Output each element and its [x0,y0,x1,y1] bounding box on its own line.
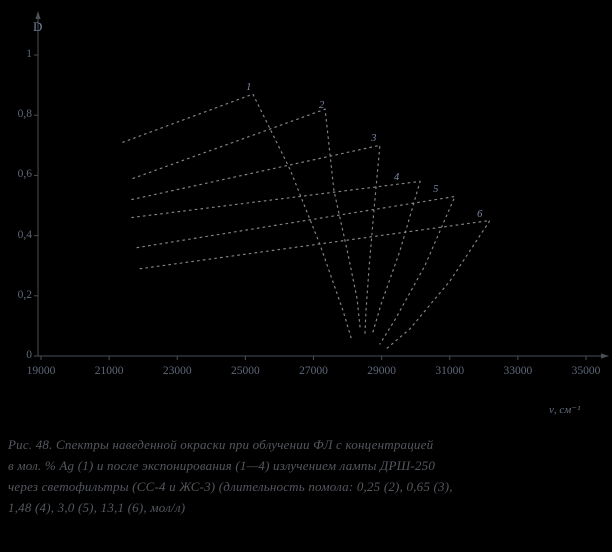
caption-line-2: в мол. % Ag (1) и после экспонирования (… [8,458,436,473]
curve-label-6: 6 [477,208,483,220]
y-tick-label: 0,6 [17,168,32,181]
curve-4 [131,180,421,336]
y-axis-arrow [35,11,41,19]
y-tick-label: 0 [26,349,32,361]
curve-label-4: 4 [393,172,400,184]
curve-label-3: 3 [371,133,377,145]
y-axis-title: D [33,19,43,34]
curve-label-1: 1 [246,82,252,94]
x-tick-label: 19000 [26,365,56,377]
caption-line-4: 1,48 (4), 3,0 (5), 13,1 (6), мол/л) [8,500,186,515]
curve-1 [122,93,353,342]
y-tick-label: 0,2 [17,288,32,301]
x-tick-label: 23000 [162,365,192,377]
x-tick-label: 31000 [435,365,465,377]
x-tick-label: 29000 [367,365,396,377]
x-tick-label: 35000 [571,365,601,377]
y-tick-label: 1 [26,48,32,60]
y-tick-label: 0,8 [17,108,32,121]
y-tick-label: 0,4 [17,228,32,241]
curve-2 [132,108,361,330]
x-tick-label: 21000 [94,365,124,377]
curve-label-5: 5 [433,184,439,196]
x-axis-unit-label: ν, см⁻¹ [549,404,581,416]
caption-line-3: через светофильтры (СС-4 и ЖС-3) (длител… [8,479,453,494]
curve-3 [131,144,381,336]
x-tick-label: 25000 [231,365,260,377]
x-tick-label: 27000 [299,365,328,377]
x-tick-label: 33000 [503,365,533,377]
curve-6 [139,219,492,351]
x-axis-arrow [601,353,609,359]
curve-5 [136,195,456,345]
curve-label-2: 2 [319,100,325,112]
caption-line-1: Рис. 48. Спектры наведенной окраски при … [8,437,434,452]
figure-caption: Рис. 48. Спектры наведенной окраски при … [8,434,608,518]
